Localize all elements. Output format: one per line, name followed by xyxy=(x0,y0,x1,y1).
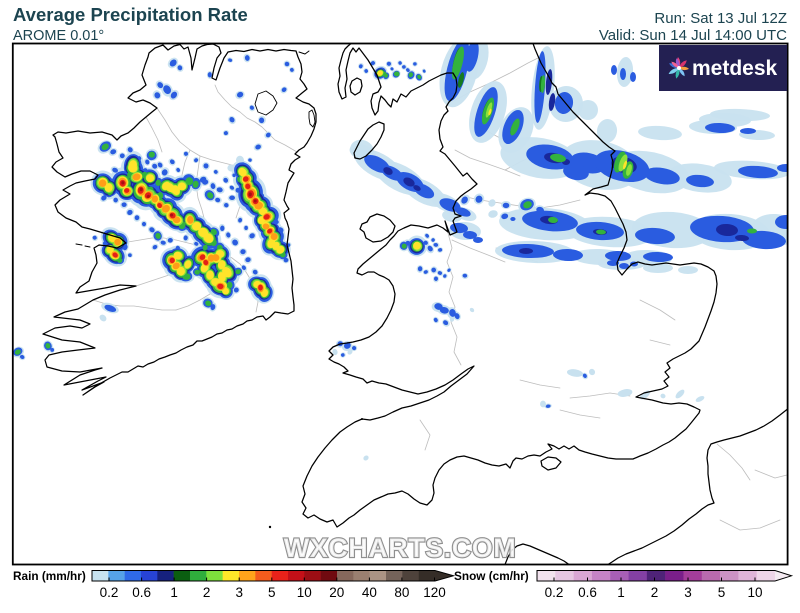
svg-text:Snow (cm/hr): Snow (cm/hr) xyxy=(454,569,529,583)
svg-text:metdesk: metdesk xyxy=(692,57,778,80)
svg-text:0.2: 0.2 xyxy=(100,585,119,600)
svg-text:2: 2 xyxy=(651,585,659,600)
svg-text:20: 20 xyxy=(329,585,344,600)
svg-text:5: 5 xyxy=(718,585,726,600)
svg-text:Valid: Sun 14 Jul 14:00 UTC: Valid: Sun 14 Jul 14:00 UTC xyxy=(599,27,787,44)
svg-text:Run: Sat 13 Jul 12Z: Run: Sat 13 Jul 12Z xyxy=(654,10,787,27)
svg-text:5: 5 xyxy=(268,585,276,600)
svg-text:1: 1 xyxy=(170,585,178,600)
svg-text:0.6: 0.6 xyxy=(578,585,597,600)
svg-text:120: 120 xyxy=(423,585,446,600)
svg-text:AROME 0.01°: AROME 0.01° xyxy=(13,28,104,44)
svg-text:3: 3 xyxy=(235,585,243,600)
svg-text:80: 80 xyxy=(394,585,409,600)
svg-text:Average Precipitation Rate: Average Precipitation Rate xyxy=(13,4,248,25)
svg-text:10: 10 xyxy=(297,585,312,600)
svg-text:0.2: 0.2 xyxy=(545,585,564,600)
svg-text:Rain (mm/hr): Rain (mm/hr) xyxy=(13,569,86,583)
svg-text:1: 1 xyxy=(617,585,625,600)
svg-text:40: 40 xyxy=(362,585,377,600)
svg-text:0.6: 0.6 xyxy=(132,585,151,600)
svg-text:10: 10 xyxy=(747,585,762,600)
svg-text:3: 3 xyxy=(684,585,692,600)
svg-text:WXCHARTS.COM: WXCHARTS.COM xyxy=(284,533,516,563)
svg-text:2: 2 xyxy=(203,585,211,600)
